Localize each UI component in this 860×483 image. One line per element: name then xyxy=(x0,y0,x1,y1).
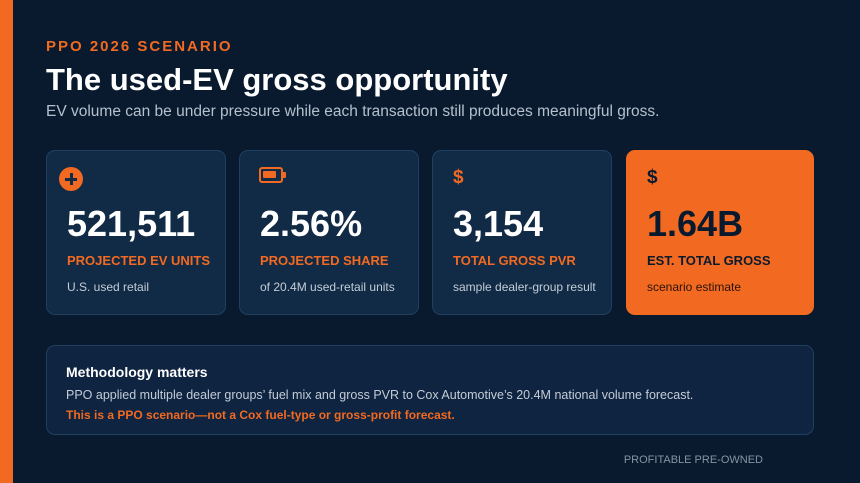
stat-card-ev-units: 521,511 PROJECTED EV UNITS U.S. used ret… xyxy=(46,150,226,315)
stat-label: TOTAL GROSS PVR xyxy=(453,253,576,268)
stat-sublabel: sample dealer-group result xyxy=(453,280,596,294)
stat-sublabel: scenario estimate xyxy=(647,280,742,294)
dollar-icon: $ xyxy=(453,167,464,188)
stat-card-share: 2.56% PROJECTED SHARE of 20.4M used-reta… xyxy=(239,150,419,315)
stat-value: 521,511 xyxy=(67,203,196,244)
stat-label: EST. TOTAL GROSS xyxy=(647,253,771,268)
stat-value: 1.64B xyxy=(647,203,744,244)
battery-icon xyxy=(259,167,286,183)
page-subtitle: EV volume can be under pressure while ea… xyxy=(46,103,660,120)
methodology-title: Methodology matters xyxy=(66,364,208,380)
footer-brand: PROFITABLE PRE-OWNED xyxy=(623,454,763,466)
methodology-panel: Methodology matters PPO applied multiple… xyxy=(46,345,814,435)
plus-circle-icon xyxy=(59,167,83,191)
stat-label: PROJECTED EV UNITS xyxy=(67,253,211,268)
stat-value: 3,154 xyxy=(453,203,544,244)
dollar-icon: $ xyxy=(647,167,658,188)
stat-card-total-gross: $ 1.64B EST. TOTAL GROSS scenario estima… xyxy=(626,150,814,315)
stat-label: PROJECTED SHARE xyxy=(260,253,389,268)
stat-card-gross-pvr: $ 3,154 TOTAL GROSS PVR sample dealer-gr… xyxy=(432,150,612,315)
page-title: The used-EV gross opportunity xyxy=(46,62,508,97)
stat-sublabel: U.S. used retail xyxy=(67,280,150,294)
methodology-body: PPO applied multiple dealer groups’ fuel… xyxy=(66,388,694,402)
stat-sublabel: of 20.4M used-retail units xyxy=(260,280,395,294)
eyebrow-label: PPO 2026 SCENARIO xyxy=(46,38,233,55)
accent-bar xyxy=(0,0,13,483)
stat-value: 2.56% xyxy=(260,203,363,244)
methodology-warning: This is a PPO scenario—not a Cox fuel-ty… xyxy=(66,408,455,422)
